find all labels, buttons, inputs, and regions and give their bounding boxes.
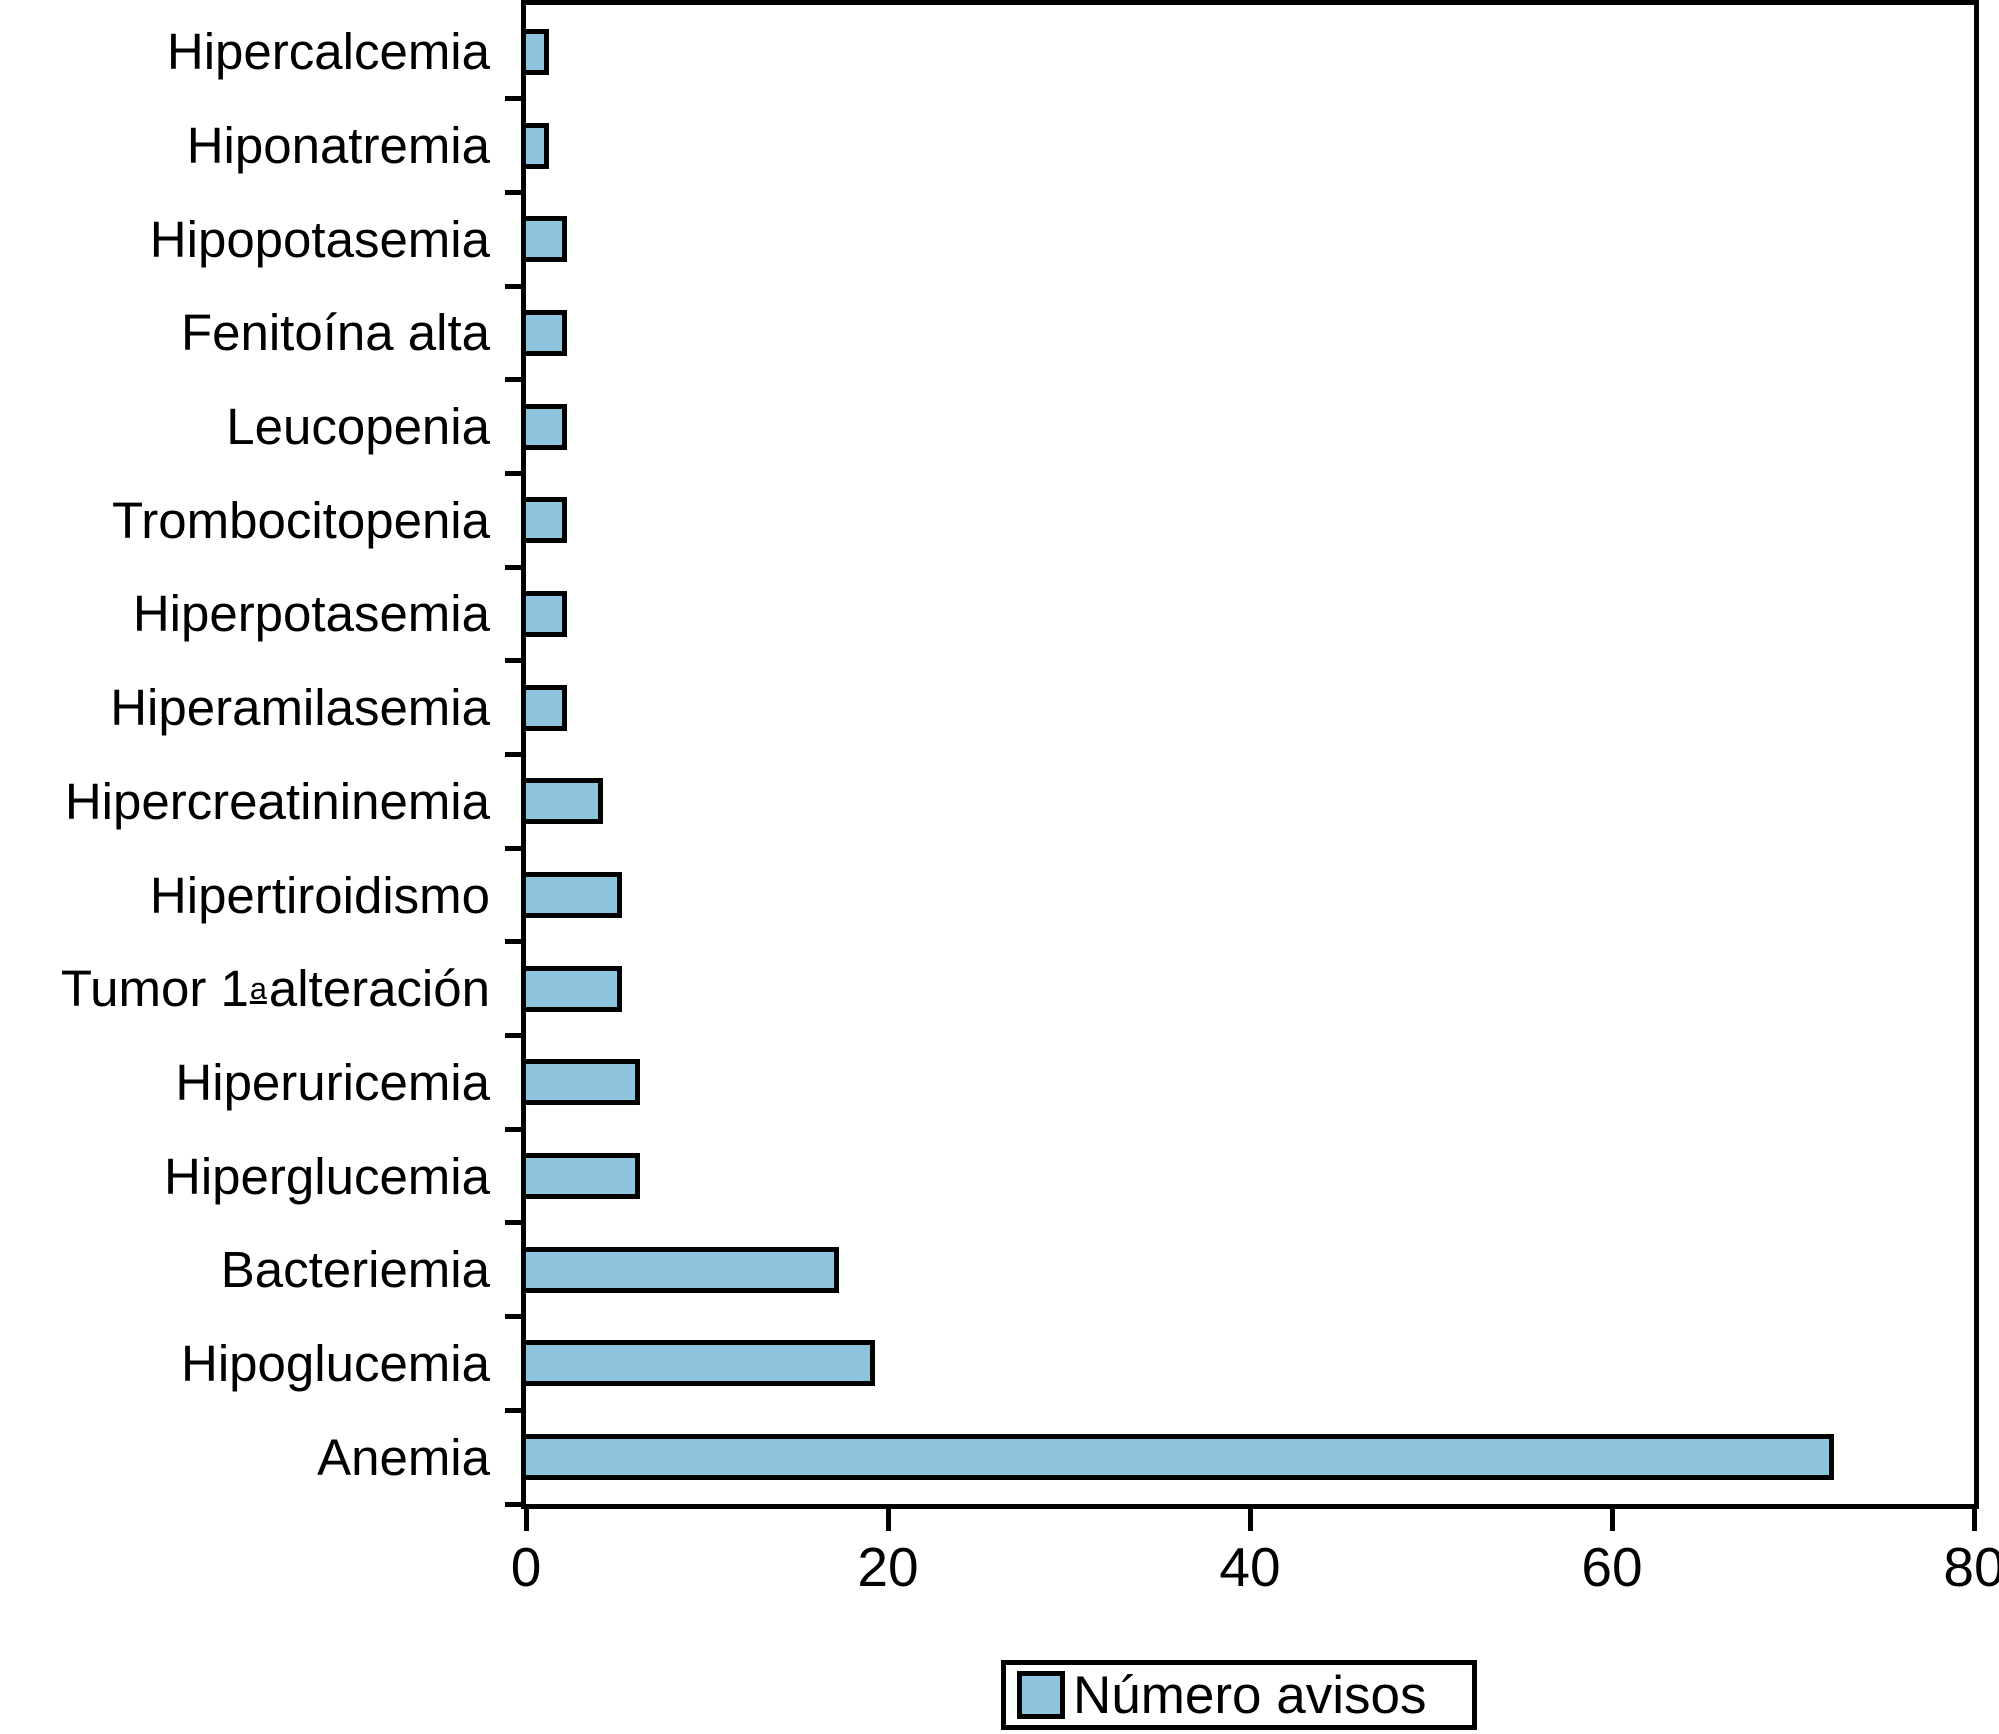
category-label: Fenitoína alta: [180, 304, 490, 362]
bar: [521, 28, 550, 75]
legend-color-swatch: [1017, 1671, 1065, 1719]
y-axis-tick: [505, 845, 526, 851]
category-label: Anemia: [317, 1428, 490, 1486]
bar: [521, 216, 568, 263]
bar: [521, 684, 568, 731]
y-axis-tick: [505, 1501, 526, 1507]
x-axis-tick-label: 60: [1581, 1536, 1643, 1598]
category-label: Hiperpotasemia: [132, 585, 490, 643]
x-axis-tick: [523, 1504, 529, 1531]
y-axis-tick: [505, 96, 526, 102]
bar: [521, 590, 568, 637]
bar: [521, 872, 622, 919]
bar: [521, 1059, 640, 1106]
category-label: Hiperamilasemia: [110, 679, 490, 737]
y-axis-tick: [505, 1407, 526, 1413]
bar: [521, 497, 568, 544]
legend: Número avisos: [1001, 1660, 1477, 1730]
x-axis-tick: [1609, 1504, 1615, 1531]
y-axis-tick: [505, 752, 526, 757]
y-axis-tick: [505, 939, 526, 945]
y-axis-tick: [505, 283, 526, 289]
bar: [521, 1246, 839, 1293]
bar: [521, 1153, 640, 1200]
bar: [521, 309, 568, 356]
legend-label: Número avisos: [1073, 1665, 1427, 1725]
x-axis-tick-label: 0: [510, 1536, 542, 1598]
x-axis-tick: [885, 1504, 891, 1531]
category-label: Hipercalcemia: [166, 23, 490, 81]
y-axis-tick: [505, 470, 526, 476]
bar: [521, 965, 622, 1012]
category-label: Bacteriemia: [220, 1241, 490, 1299]
bar: [521, 778, 604, 825]
category-label: Hipoglucemia: [181, 1334, 490, 1392]
y-axis-tick: [505, 564, 526, 570]
x-axis-tick-label: 20: [857, 1536, 919, 1598]
y-axis-tick: [505, 1033, 526, 1039]
category-label: Hiponatremia: [186, 117, 490, 175]
bar: [521, 403, 568, 450]
x-axis-tick-label: 80: [1943, 1536, 1999, 1598]
category-label: Hiperuricemia: [175, 1053, 490, 1111]
category-label: Hipopotasemia: [149, 210, 490, 268]
y-axis-tick: [505, 377, 526, 383]
x-axis-tick-label: 40: [1219, 1536, 1281, 1598]
x-axis-tick: [1971, 1504, 1977, 1531]
bar: [521, 1434, 1835, 1481]
y-axis-tick: [505, 189, 526, 195]
category-label: Hiperglucemia: [164, 1147, 490, 1205]
category-label: Hipercreatininemia: [64, 772, 490, 830]
y-axis-tick: [505, 658, 526, 664]
y-axis-tick: [505, 1126, 526, 1132]
bar: [521, 122, 550, 169]
category-label: Leucopenia: [226, 398, 490, 456]
y-axis-tick: [505, 1220, 526, 1226]
category-label: Hipertiroidismo: [149, 866, 490, 924]
category-label: Trombocitopenia: [112, 491, 490, 549]
x-axis-tick: [1247, 1504, 1253, 1531]
y-axis-tick: [505, 1314, 526, 1320]
bar: [521, 1340, 875, 1387]
